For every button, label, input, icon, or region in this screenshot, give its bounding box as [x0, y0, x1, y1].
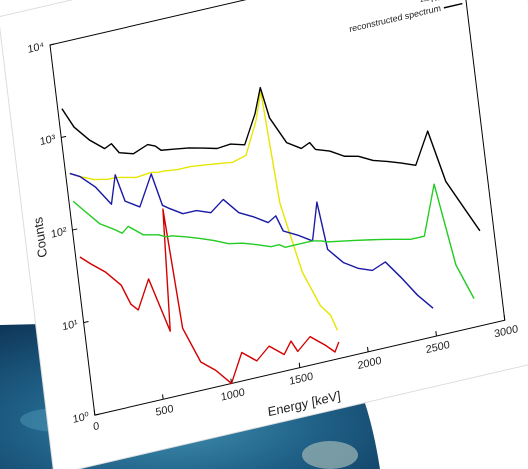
background-detail	[302, 441, 358, 469]
screenshot: Energy [keV] Counts 05001000150020002500…	[0, 0, 528, 469]
x-tick	[504, 315, 505, 320]
chart-paper: Energy [keV] Counts 05001000150020002500…	[0, 0, 528, 469]
x-tick	[94, 410, 95, 415]
paper-background	[0, 0, 528, 469]
x-tick	[163, 394, 164, 399]
x-tick	[299, 363, 300, 368]
x-tick	[436, 331, 437, 336]
x-tick	[368, 347, 369, 352]
